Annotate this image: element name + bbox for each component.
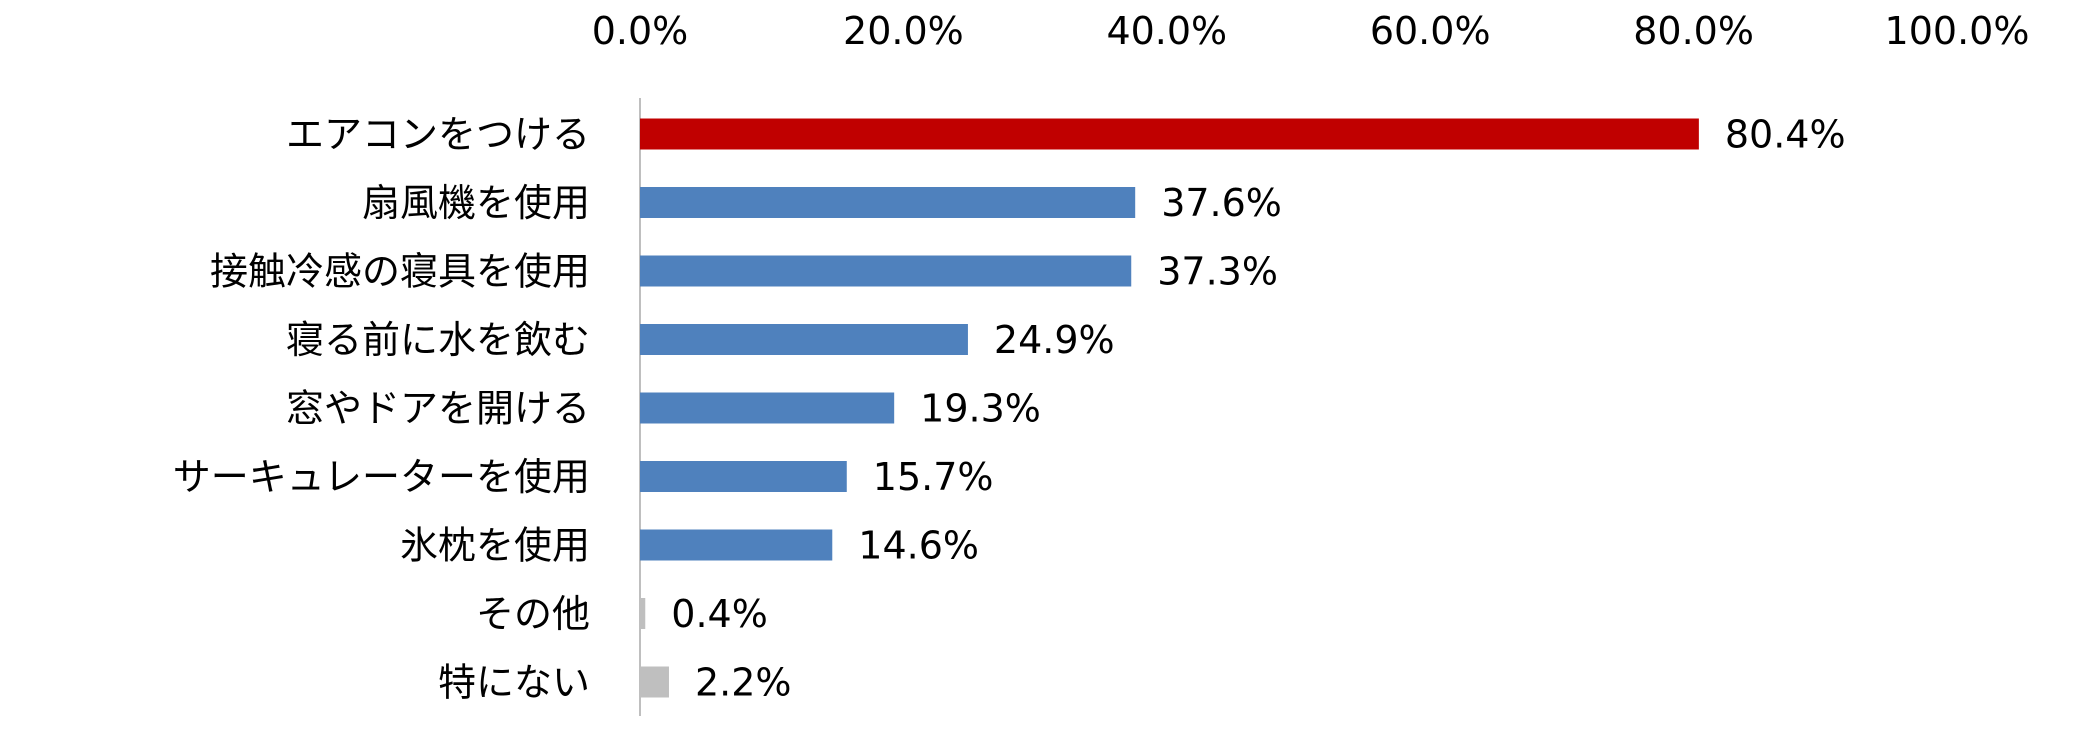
data-label: 0.4% (671, 592, 768, 636)
data-labels: 80.4% 37.6% 37.3% 24.9% 19.3% 15.7% 14.6% 0.4% 2… (671, 113, 1845, 705)
category-labels: エアコンをつける扇風機を使用接触冷感の寝具を使用寝る前に水を飲む窓やドアを開ける… (173, 113, 590, 705)
data-label: 15.7% (873, 455, 994, 499)
bar (640, 598, 646, 629)
data-label: 14.6% (858, 524, 979, 568)
bar (640, 187, 1136, 218)
data-label: 80.4% (1725, 113, 1846, 157)
category-label: サーキュレーターを使用 (173, 455, 590, 499)
category-label: 寝る前に水を飲む (286, 318, 590, 362)
bar (640, 461, 847, 492)
x-tick-label: 60.0% (1370, 9, 1491, 53)
bar (640, 324, 968, 355)
category-label: 接触冷感の寝具を使用 (210, 250, 590, 294)
bar (640, 118, 1699, 150)
category-label: 窓やドアを開ける (286, 387, 590, 431)
bar (640, 666, 669, 698)
bars (640, 118, 1699, 698)
bar (640, 255, 1132, 287)
bar (640, 392, 895, 424)
data-label: 37.6% (1161, 181, 1282, 225)
x-tick-label: 20.0% (843, 9, 964, 53)
data-label: 19.3% (920, 387, 1041, 431)
category-label: その他 (476, 592, 590, 636)
category-label: エアコンをつける (286, 113, 590, 157)
x-axis-tick-labels: 0.0% 20.0% 40.0% 60.0% 80.0% 100.0% (592, 9, 2030, 53)
category-label: 氷枕を使用 (400, 524, 590, 568)
data-label: 2.2% (695, 661, 792, 705)
data-label: 24.9% (994, 318, 1115, 362)
x-tick-label: 100.0% (1885, 9, 2030, 53)
x-tick-label: 0.0% (592, 9, 689, 53)
bar (640, 529, 833, 561)
x-tick-label: 40.0% (1106, 9, 1227, 53)
data-label: 37.3% (1157, 250, 1278, 294)
category-label: 扇風機を使用 (362, 181, 590, 225)
x-tick-label: 80.0% (1633, 9, 1754, 53)
category-label: 特にない (438, 661, 590, 705)
